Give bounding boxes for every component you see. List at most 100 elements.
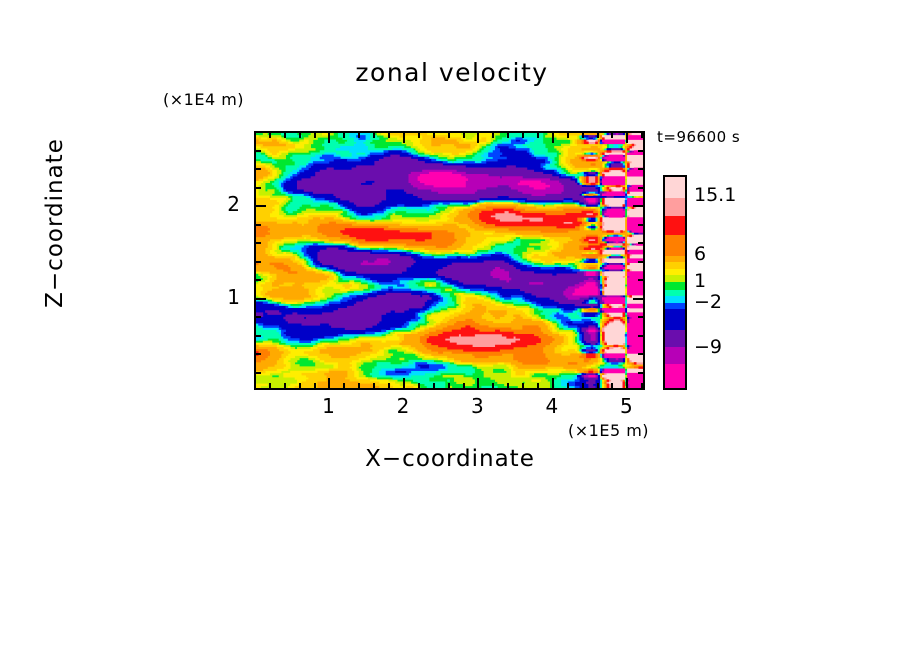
colorbar-band: [665, 268, 685, 276]
colorbar-band: [665, 289, 685, 297]
tick-mark: [256, 260, 261, 263]
tick-mark: [328, 133, 331, 143]
tick-mark: [522, 383, 525, 388]
tick-mark: [283, 133, 286, 138]
tick-mark: [432, 133, 435, 138]
colorbar-tick-label: −2: [694, 291, 723, 314]
tick-mark: [638, 334, 643, 337]
time-annotation: t=96600 s: [657, 128, 741, 146]
x-axis-title: X−coordinate: [365, 446, 535, 472]
tick-mark: [638, 371, 643, 374]
tick-mark: [417, 383, 420, 388]
tick-mark: [566, 383, 569, 388]
tick-mark: [256, 353, 261, 355]
tick-mark: [328, 378, 331, 388]
tick-mark: [298, 133, 301, 138]
colorbar-band: [665, 346, 685, 364]
tick-mark: [462, 383, 465, 388]
y-tick-label: 2: [227, 192, 240, 216]
tick-mark: [343, 133, 346, 138]
tick-mark: [507, 133, 510, 138]
tick-mark: [626, 378, 629, 388]
tick-mark: [611, 383, 614, 388]
colorbar-tick-label: 1: [694, 270, 707, 293]
colorbar-tick-label: 6: [694, 243, 707, 266]
tick-mark: [537, 383, 539, 388]
tick-mark: [638, 149, 643, 152]
tick-mark: [402, 378, 405, 388]
colorbar-band: [665, 329, 685, 347]
tick-mark: [581, 133, 584, 138]
tick-mark: [447, 383, 450, 388]
y-axis-unit-label: (×1E4 m): [163, 90, 245, 109]
colorbar-band: [665, 197, 685, 217]
tick-mark: [641, 133, 644, 138]
tick-mark: [256, 371, 261, 374]
tick-mark: [373, 383, 376, 388]
tick-mark: [256, 186, 261, 189]
tick-mark: [596, 133, 599, 138]
colorbar-band: [665, 235, 685, 256]
tick-mark: [581, 383, 584, 388]
tick-mark: [638, 168, 643, 170]
tick-mark: [358, 133, 361, 138]
tick-mark: [477, 378, 480, 388]
y-tick-label: 1: [227, 284, 240, 309]
tick-mark: [638, 353, 643, 355]
tick-mark: [522, 133, 525, 138]
tick-mark: [638, 316, 643, 318]
page-title: zonal velocity: [355, 58, 549, 87]
tick-mark: [638, 223, 643, 226]
x-tick-label: 3: [471, 394, 484, 418]
tick-mark: [313, 383, 316, 388]
tick-mark: [551, 133, 554, 143]
tick-mark: [638, 242, 643, 244]
tick-mark: [388, 383, 391, 388]
tick-mark: [283, 383, 286, 388]
colorbar[interactable]: [663, 175, 687, 390]
tick-mark: [566, 133, 569, 138]
tick-mark: [638, 260, 643, 263]
tick-mark: [432, 383, 435, 388]
tick-mark: [477, 133, 480, 143]
tick-mark: [256, 316, 261, 318]
colorbar-band: [665, 302, 685, 310]
tick-mark: [633, 205, 643, 207]
colorbar-tick-label: 15.1: [694, 184, 737, 207]
tick-mark: [492, 383, 495, 388]
colorbar-band: [665, 363, 685, 388]
tick-mark: [256, 297, 266, 300]
tick-mark: [313, 133, 316, 138]
tick-mark: [611, 133, 614, 138]
zonal-velocity-field: [256, 133, 643, 388]
tick-mark: [256, 149, 261, 152]
x-tick-label: 5: [620, 394, 633, 418]
tick-mark: [358, 383, 361, 388]
colorbar-band: [665, 296, 685, 303]
colorbar-band: [665, 275, 685, 282]
tick-mark: [462, 133, 465, 138]
tick-mark: [641, 383, 644, 388]
tick-mark: [256, 168, 261, 170]
colorbar-tick-label: −9: [694, 335, 723, 358]
tick-mark: [633, 297, 643, 300]
colorbar-band: [665, 216, 685, 236]
colorbar-band: [665, 255, 685, 263]
contour-plot-area[interactable]: [254, 131, 645, 390]
tick-mark: [256, 205, 266, 207]
tick-mark: [343, 383, 346, 388]
tick-mark: [417, 133, 420, 138]
colorbar-band: [665, 282, 685, 290]
tick-mark: [402, 133, 405, 143]
colorbar-band: [665, 262, 685, 269]
tick-mark: [447, 133, 450, 138]
tick-mark: [256, 334, 261, 337]
tick-mark: [388, 133, 391, 138]
x-axis-unit-label: (×1E5 m): [568, 421, 650, 440]
tick-mark: [551, 378, 554, 388]
tick-mark: [256, 279, 261, 281]
colorbar-band: [665, 177, 685, 198]
tick-mark: [492, 133, 495, 138]
tick-mark: [268, 383, 271, 388]
